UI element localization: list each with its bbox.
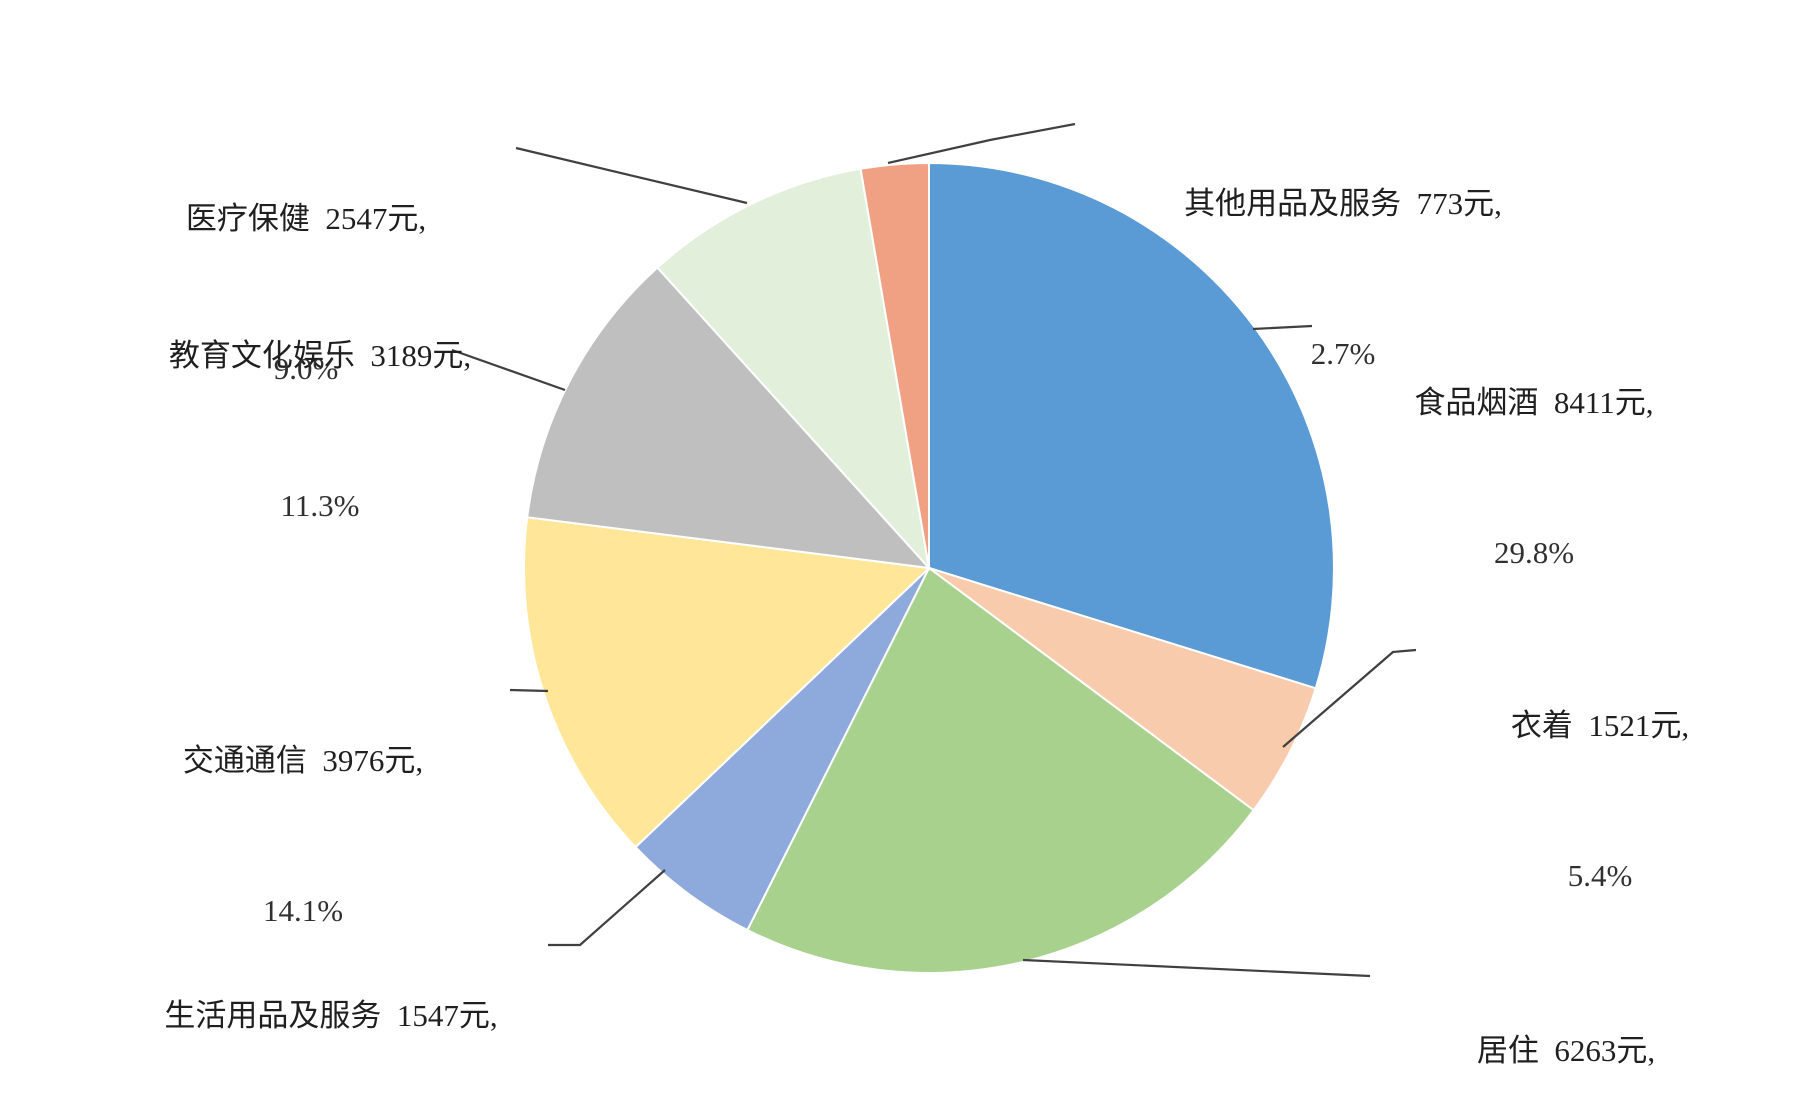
leader-line-7 <box>887 122 1076 165</box>
leader-line-4 <box>509 688 549 693</box>
slice-label-value: 衣着 1521元, <box>1510 708 1690 743</box>
slice-percent: 5.4% <box>1567 858 1633 893</box>
leader-line-1 <box>1282 648 1417 748</box>
leader-line-0 <box>1252 324 1313 331</box>
slice-label-value: 居住 6263元, <box>1476 1033 1656 1068</box>
slice-percent: 9.0% <box>273 351 339 386</box>
leader-line-2 <box>1022 958 1371 978</box>
pie-slice-6 <box>655 167 931 572</box>
pie-slice-3 <box>634 567 930 932</box>
callout-education-culture-entertainment: 教育文化娱乐 3189元, 11.3% <box>70 231 570 631</box>
slice-percent: 11.3% <box>280 488 360 523</box>
pie-slice-4 <box>523 516 932 849</box>
callout-other-goods-services: 其他用品及服务 773元, 2.7% <box>1093 79 1593 479</box>
leader-line-6 <box>515 146 748 205</box>
leader-line-3 <box>548 869 666 947</box>
slice-label-value: 交通通信 3976元, <box>182 743 424 778</box>
callout-transport-communication: 交通通信 3976元, 14.1% <box>53 636 553 1036</box>
callout-clothing: 衣着 1521元, 5.4% <box>1355 601 1815 1001</box>
slice-label-value: 食品烟酒 8411元, <box>1414 385 1654 420</box>
pie-slice-5 <box>526 266 932 570</box>
slice-label-value: 医疗保健 2547元, <box>185 201 427 236</box>
slice-percent: 14.1% <box>262 893 344 928</box>
callout-healthcare: 医疗保健 2547元, 9.0% <box>56 94 556 494</box>
callout-food-tobacco-alcohol: 食品烟酒 8411元, 29.8% <box>1284 278 1784 678</box>
callout-household-goods-services: 生活用品及服务 1547元, 5.5% <box>81 891 581 1113</box>
slice-percent: 2.7% <box>1310 336 1376 371</box>
slice-label-value: 教育文化娱乐 3189元, <box>168 338 472 373</box>
pie-slice-1 <box>928 567 1317 812</box>
slice-label-value: 生活用品及服务 1547元, <box>164 998 498 1033</box>
callout-housing: 居住 6263元, 22.2% <box>1316 926 1815 1113</box>
leader-line-5 <box>451 348 566 392</box>
slice-percent: 29.8% <box>1493 535 1575 570</box>
pie-slice-7 <box>859 161 930 569</box>
slice-label-value: 其他用品及服务 773元, <box>1184 186 1502 221</box>
pie-slice-2 <box>746 566 1256 974</box>
